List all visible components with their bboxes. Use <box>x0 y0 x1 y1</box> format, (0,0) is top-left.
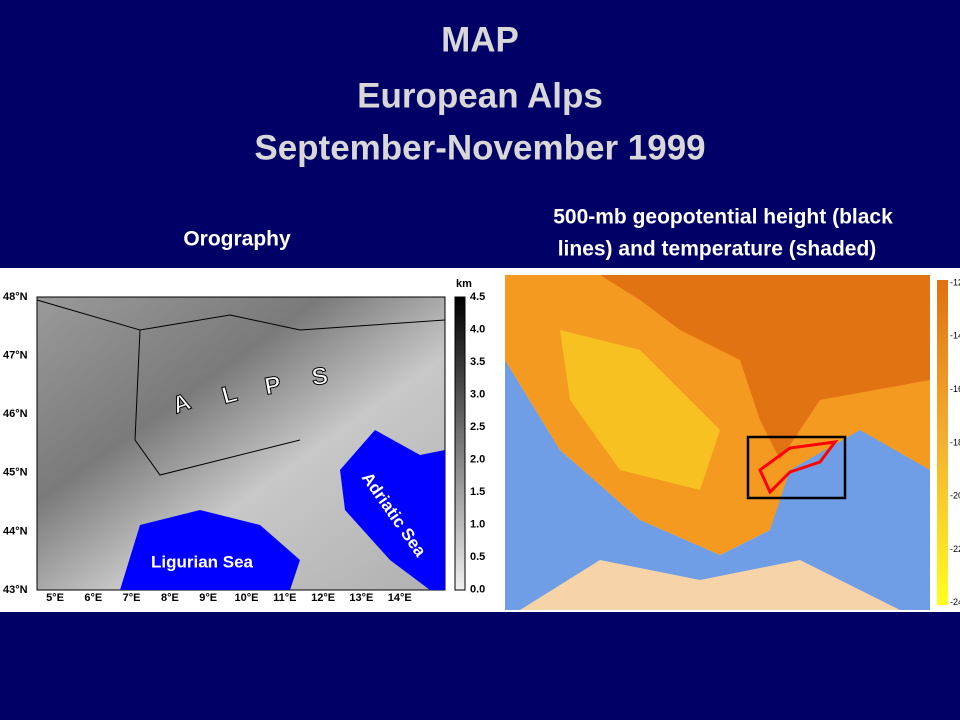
colorbar-label: 4.5 <box>470 291 485 303</box>
colorbar-label: 3.5 <box>470 356 485 368</box>
panel-title: lines) and temperature (shaded) <box>558 238 877 261</box>
lat-label: 47°N <box>3 350 28 362</box>
lon-label: 10°E <box>235 592 259 604</box>
colorbar-label: -12 <box>950 277 960 287</box>
panel-title: Orography <box>183 228 291 251</box>
colorbar-label: 0.0 <box>470 583 485 595</box>
title-line: MAP <box>441 20 519 59</box>
lon-label: 9°E <box>199 592 217 604</box>
temperature-map <box>490 268 960 612</box>
lat-label: 43°N <box>3 584 28 596</box>
colorbar-label: -22 <box>950 544 960 554</box>
colorbar-label: 4.0 <box>470 323 485 335</box>
colorbar-label: 3.0 <box>470 388 485 400</box>
lat-label: 44°N <box>3 525 28 537</box>
map-label: P <box>263 371 283 400</box>
title-line: September-November 1999 <box>254 128 705 167</box>
map-label: Ligurian Sea <box>151 552 254 571</box>
lon-label: 13°E <box>349 592 373 604</box>
colorbar-label: 1.5 <box>470 486 485 498</box>
colorbar-label: 2.0 <box>470 453 485 465</box>
lon-label: 5°E <box>46 592 64 604</box>
lon-label: 12°E <box>311 592 335 604</box>
lat-label: 46°N <box>3 408 28 420</box>
map-label: S <box>310 362 330 391</box>
colorbar-label: 1.0 <box>470 518 485 530</box>
colorbar-label: -16 <box>950 384 960 394</box>
colorbar-label: 0.5 <box>470 551 485 563</box>
colorbar-unit: km <box>456 278 472 290</box>
lon-label: 6°E <box>84 592 102 604</box>
lat-label: 48°N <box>3 291 28 303</box>
colorbar-label: -18 <box>950 437 960 447</box>
lat-label: 45°N <box>3 467 28 479</box>
title-line: European Alps <box>357 76 603 115</box>
orography-map <box>0 268 490 612</box>
lon-label: 8°E <box>161 592 179 604</box>
colorbar-label: -14 <box>950 331 960 341</box>
lon-label: 14°E <box>388 592 412 604</box>
colorbar-label: -20 <box>950 491 960 501</box>
lon-label: 11°E <box>273 592 296 604</box>
panel-title: 500-mb geopotential height (black <box>553 206 893 229</box>
lon-label: 7°E <box>123 592 141 604</box>
colorbar-label: 2.5 <box>470 421 485 433</box>
colorbar-label: -24 <box>950 597 960 607</box>
